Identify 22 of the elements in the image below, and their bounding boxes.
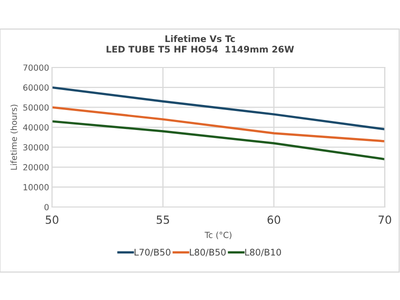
line-series <box>52 120 385 160</box>
legend-label: L80/B10 <box>245 248 281 256</box>
y-tick-label: 70000 <box>23 64 49 71</box>
legend-label: L70/B50 <box>134 248 170 256</box>
y-tick-label: 30000 <box>23 144 49 150</box>
line-series <box>52 106 385 142</box>
y-tick-label: 60000 <box>23 84 49 91</box>
chart-subtitle: LED TUBE T5 HF HO54 1149mm 26W <box>106 46 294 53</box>
x-tick-label: 70 <box>378 216 392 224</box>
y-tick-label: 40000 <box>23 124 49 131</box>
x-tick-label: 55 <box>156 216 170 224</box>
y-tick-label: 50000 <box>23 104 49 111</box>
x-tick-label: 50 <box>46 216 58 224</box>
y-tick-label: 0 <box>44 204 49 210</box>
y-tick-label: 20000 <box>23 164 49 170</box>
line-series <box>52 86 385 130</box>
legend-label: L80/B50 <box>190 248 226 256</box>
x-tick-label: 60 <box>268 216 280 224</box>
x-axis-title: Tc (°C) <box>204 232 232 240</box>
y-tick-label: 10000 <box>24 184 49 190</box>
chart-title: Lifetime Vs Tc <box>165 35 235 42</box>
y-axis-title: Lifetime (hours) <box>10 104 18 170</box>
